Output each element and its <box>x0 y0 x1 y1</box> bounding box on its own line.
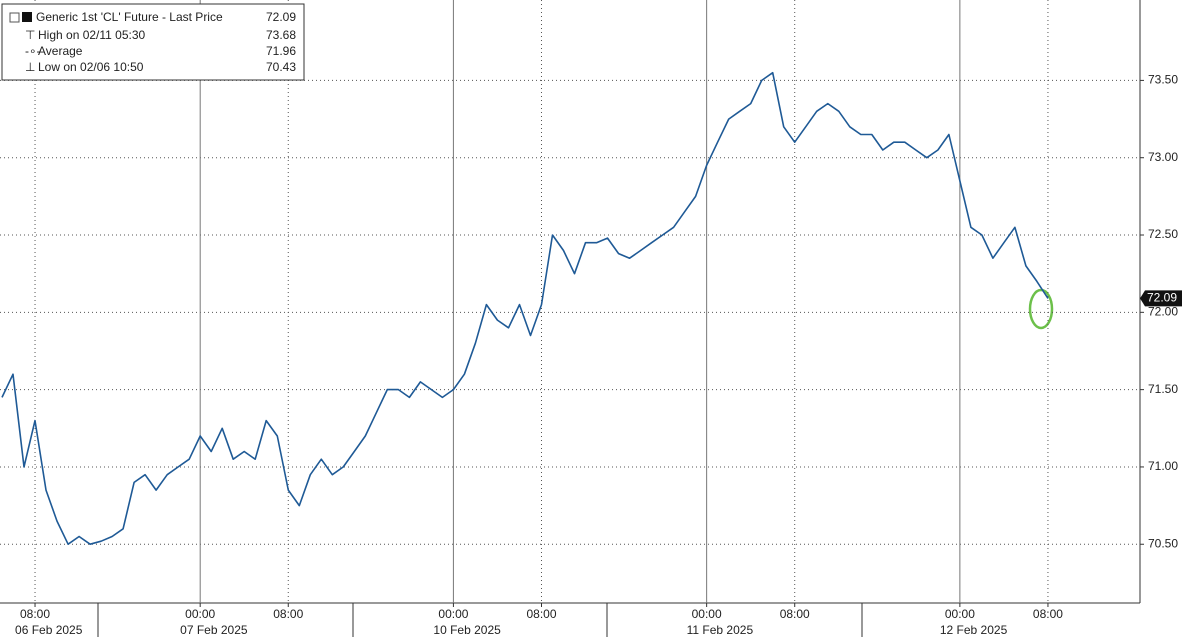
y-tick-label: 72.00 <box>1148 304 1178 318</box>
legend-icon: ⊤ <box>25 28 35 42</box>
y-tick-label: 71.00 <box>1148 459 1178 473</box>
legend-value: 72.09 <box>266 10 296 24</box>
legend: Generic 1st 'CL' Future - Last Price 72.… <box>1 3 305 81</box>
highlight-ellipse <box>1028 288 1054 330</box>
legend-frame <box>1 3 305 81</box>
x-tick-label: 08:00 <box>526 607 556 621</box>
legend-row-label: High on 02/11 05:30 <box>38 28 146 42</box>
x-tick-label: 08:00 <box>780 607 810 621</box>
legend-row-value: 71.96 <box>266 44 296 58</box>
price-line <box>1 71 1049 545</box>
x-tick-label: 08:00 <box>273 607 303 621</box>
legend-row-label: Average <box>38 44 83 58</box>
legend-title: Generic 1st 'CL' Future - Last Price <box>36 10 223 24</box>
legend-swatch <box>22 12 32 22</box>
x-tick-label: 00:00 <box>945 607 975 621</box>
legend-icon: ⊥ <box>25 60 35 74</box>
y-tick-label: 72.50 <box>1148 227 1178 241</box>
last-price-tag: 72.09 <box>1147 291 1177 305</box>
y-tick-label: 73.00 <box>1148 150 1178 164</box>
x-tick-label: 00:00 <box>438 607 468 621</box>
x-tick-label: 08:00 <box>20 607 50 621</box>
date-label: 11 Feb 2025 <box>687 623 754 637</box>
session-separators <box>97 603 863 637</box>
y-tick-label: 70.50 <box>1148 536 1178 550</box>
y-tick-label: 71.50 <box>1148 382 1178 396</box>
date-label: 06 Feb 2025 <box>15 623 83 637</box>
legend-icon: -∘- <box>25 44 41 58</box>
legend-toggle <box>9 12 20 23</box>
date-label: 10 Feb 2025 <box>433 623 501 637</box>
date-label: 12 Feb 2025 <box>940 623 1008 637</box>
x-tick-label: 00:00 <box>185 607 215 621</box>
legend-row-value: 73.68 <box>266 28 296 42</box>
legend-row-label: Low on 02/06 10:50 <box>38 60 144 74</box>
legend-row-value: 70.43 <box>266 60 296 74</box>
date-label: 07 Feb 2025 <box>180 623 248 637</box>
last-price-tag-bg <box>1140 290 1182 307</box>
x-tick-label: 00:00 <box>692 607 722 621</box>
x-tick-label: 08:00 <box>1033 607 1063 621</box>
y-tick-label: 73.50 <box>1148 73 1178 87</box>
